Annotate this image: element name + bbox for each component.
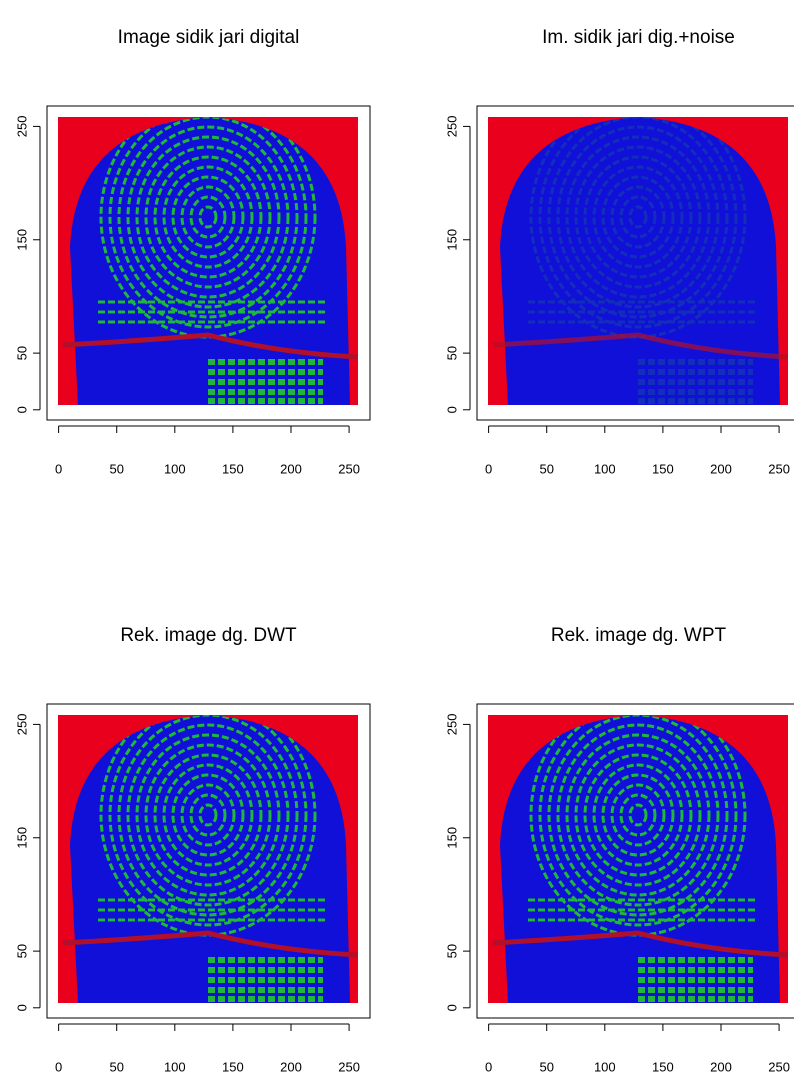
x-tick-label: 0 xyxy=(55,461,62,476)
fingerprint-image xyxy=(58,97,358,405)
plot-box xyxy=(46,703,371,1019)
x-tick-label: 0 xyxy=(55,1059,62,1074)
fingerprint-image xyxy=(488,97,788,405)
x-tick-label: 250 xyxy=(338,1059,360,1074)
x-tick-label: 250 xyxy=(768,1059,790,1074)
x-tick-label: 150 xyxy=(652,461,674,476)
x-tick-label: 50 xyxy=(109,1059,123,1074)
fingerprint-image xyxy=(488,695,788,1003)
panel: Im. sidik jari dig.+noise 0 50 100 150 200 250… xyxy=(444,27,794,476)
chart-title: Im. sidik jari dig.+noise xyxy=(542,27,735,48)
y-tick-label: 50 xyxy=(14,346,29,360)
y-tick-label: 50 xyxy=(14,944,29,958)
x-tick-label: 200 xyxy=(710,1059,732,1074)
axes: 0 50 100 150 200 250 0 50 150 250 xyxy=(14,116,360,477)
plot-box xyxy=(476,703,794,1019)
x-tick-label: 100 xyxy=(164,461,186,476)
y-tick-label: 50 xyxy=(444,944,459,958)
chart-title: Image sidik jari digital xyxy=(118,27,300,48)
y-tick-label: 150 xyxy=(444,827,459,849)
x-tick-label: 100 xyxy=(594,461,616,476)
x-tick-label: 250 xyxy=(768,461,790,476)
x-tick-label: 0 xyxy=(485,1059,492,1074)
chart-title: Rek. image dg. WPT xyxy=(551,625,727,646)
plot-box xyxy=(46,105,371,421)
x-tick-label: 0 xyxy=(485,461,492,476)
axes: 0 50 100 150 200 250 0 50 150 250 xyxy=(444,714,790,1075)
x-tick-label: 150 xyxy=(652,1059,674,1074)
y-tick-label: 0 xyxy=(14,1004,29,1011)
x-tick-label: 200 xyxy=(280,461,302,476)
y-tick-label: 250 xyxy=(14,116,29,138)
plot-box xyxy=(476,105,794,421)
axes: 0 50 100 150 200 250 0 50 150 250 xyxy=(444,116,790,477)
x-tick-label: 50 xyxy=(539,461,553,476)
y-tick-label: 250 xyxy=(444,714,459,736)
fingerprint-image xyxy=(58,695,358,1003)
x-tick-label: 50 xyxy=(109,461,123,476)
y-tick-label: 0 xyxy=(14,406,29,413)
x-tick-label: 200 xyxy=(710,461,732,476)
panel: Rek. image dg. DWT 0 50 100 150 200 250 0 50 150 2… xyxy=(14,625,371,1075)
panel: Rek. image dg. WPT 0 50 100 150 200 250 0 50 150 2… xyxy=(444,625,794,1074)
chart-title: Rek. image dg. DWT xyxy=(120,625,297,646)
y-tick-label: 50 xyxy=(444,346,459,360)
y-tick-label: 250 xyxy=(444,116,459,138)
y-tick-label: 0 xyxy=(444,406,459,413)
x-tick-label: 150 xyxy=(222,461,244,476)
y-tick-label: 150 xyxy=(14,827,29,849)
axes: 0 50 100 150 200 250 0 50 150 250 xyxy=(14,714,360,1075)
y-tick-label: 250 xyxy=(14,714,29,736)
y-tick-label: 0 xyxy=(444,1004,459,1011)
x-tick-label: 100 xyxy=(594,1059,616,1074)
x-tick-label: 50 xyxy=(539,1059,553,1074)
x-tick-label: 200 xyxy=(280,1059,302,1074)
x-tick-label: 250 xyxy=(338,461,360,476)
y-tick-label: 150 xyxy=(444,229,459,251)
x-tick-label: 100 xyxy=(164,1059,186,1074)
y-tick-label: 150 xyxy=(14,229,29,251)
x-tick-label: 150 xyxy=(222,1059,244,1074)
